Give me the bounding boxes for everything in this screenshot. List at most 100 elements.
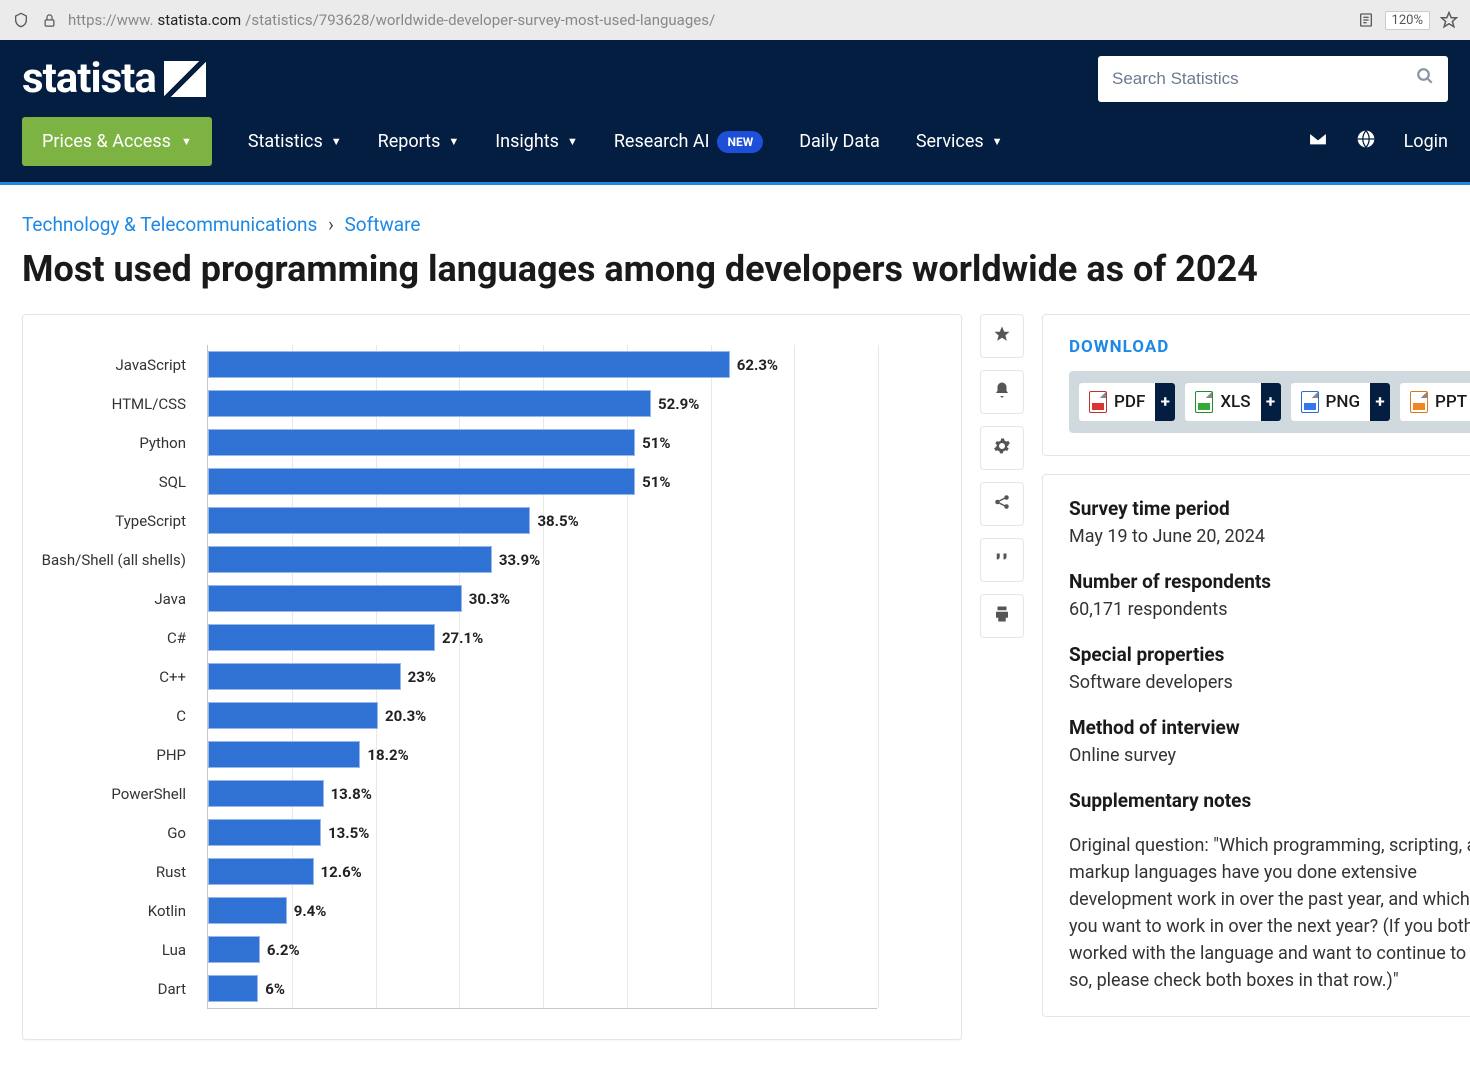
bar-label: TypeScript <box>38 512 198 530</box>
bar-row: Dart6% <box>208 969 877 1008</box>
prices-label: Prices & Access <box>42 131 171 152</box>
bar[interactable] <box>208 429 635 456</box>
nav-label: Statistics <box>248 131 323 152</box>
reader-icon[interactable] <box>1357 11 1375 29</box>
bar[interactable] <box>208 858 314 885</box>
site-header: statista Prices & Access ▼ Statistics▼Re… <box>0 40 1470 185</box>
bar-label: JavaScript <box>38 356 198 374</box>
nav-item-statistics[interactable]: Statistics▼ <box>248 131 342 152</box>
bar[interactable] <box>208 351 730 378</box>
caret-down-icon: ▼ <box>181 135 192 148</box>
download-card: DOWNLOAD PDF+XLS+PNG+PPT+ <box>1042 314 1470 456</box>
supplementary-text: Original question: "Which programming, s… <box>1069 832 1470 994</box>
download-ppt-button[interactable]: PPT+ <box>1400 383 1470 421</box>
search-icon[interactable] <box>1416 67 1434 90</box>
share-button[interactable] <box>980 482 1024 526</box>
caret-down-icon: ▼ <box>992 135 1003 148</box>
search-input[interactable] <box>1112 69 1416 89</box>
info-card: Survey time periodMay 19 to June 20, 202… <box>1042 474 1470 1017</box>
logo[interactable]: statista <box>22 54 206 103</box>
nav-item-daily-data[interactable]: Daily Data <box>799 131 880 152</box>
print-button[interactable] <box>980 594 1024 638</box>
bar[interactable] <box>208 936 260 963</box>
bar-value: 18.2% <box>367 746 408 764</box>
sidebar: DOWNLOAD PDF+XLS+PNG+PPT+ Survey time pe… <box>1042 314 1470 1017</box>
info-text: Software developers <box>1069 670 1470 696</box>
plus-icon: + <box>1155 383 1175 421</box>
info-block: Survey time periodMay 19 to June 20, 202… <box>1069 497 1470 550</box>
plus-icon: + <box>1370 383 1390 421</box>
login-link[interactable]: Login <box>1404 131 1448 152</box>
bar[interactable] <box>208 702 378 729</box>
download-label: XLS <box>1220 392 1250 412</box>
bar-label: C# <box>38 629 198 647</box>
info-heading: Survey time period <box>1069 497 1470 520</box>
new-badge: NEW <box>717 131 763 153</box>
info-heading: Special properties <box>1069 643 1470 666</box>
bar-label: Python <box>38 434 198 452</box>
bar-row: Kotlin9.4% <box>208 891 877 930</box>
prices-access-button[interactable]: Prices & Access ▼ <box>22 117 212 166</box>
bar-value: 9.4% <box>294 902 327 920</box>
bar-row: Java30.3% <box>208 579 877 618</box>
bar-value: 23% <box>408 668 436 686</box>
bar-value: 30.3% <box>469 590 510 608</box>
browser-address-bar: https://www.statista.com/statistics/7936… <box>0 0 1470 40</box>
bar[interactable] <box>208 624 435 651</box>
bar-label: HTML/CSS <box>38 395 198 413</box>
zoom-badge[interactable]: 120% <box>1385 11 1430 30</box>
bar[interactable] <box>208 546 492 573</box>
bar[interactable] <box>208 585 462 612</box>
download-label: PNG <box>1326 392 1361 412</box>
bar-value: 13.8% <box>331 785 372 803</box>
bar-row: JavaScript62.3% <box>208 345 877 384</box>
bar-row: PowerShell13.8% <box>208 774 877 813</box>
bar[interactable] <box>208 663 401 690</box>
chart-grid: JavaScript62.3%HTML/CSS52.9%Python51%SQL… <box>207 345 877 1009</box>
bar[interactable] <box>208 468 635 495</box>
bar[interactable] <box>208 741 360 768</box>
nav-item-reports[interactable]: Reports ▼ <box>378 131 460 152</box>
info-block: Number of respondents60,171 respondents <box>1069 570 1470 623</box>
bookmark-star-icon[interactable] <box>1440 11 1458 29</box>
bell-button[interactable] <box>980 370 1024 414</box>
lock-icon <box>40 11 58 29</box>
info-block: Method of interviewOnline survey <box>1069 716 1470 769</box>
bar[interactable] <box>208 975 258 1002</box>
nav-label: Daily Data <box>799 131 880 152</box>
bar[interactable] <box>208 819 321 846</box>
bar-value: 51% <box>642 434 670 452</box>
nav-item-insights[interactable]: Insights▼ <box>495 131 578 152</box>
download-png-button[interactable]: PNG + <box>1291 383 1391 421</box>
bar-row: Bash/Shell (all shells)33.9% <box>208 540 877 579</box>
bar-value: 12.6% <box>321 863 362 881</box>
nav-item-services[interactable]: Services▼ <box>916 131 1003 152</box>
nav-label: Insights <box>495 131 559 152</box>
bar-label: Go <box>38 824 198 842</box>
quote-button[interactable] <box>980 538 1024 582</box>
search-box[interactable] <box>1098 56 1448 102</box>
file-pdf-icon <box>1089 391 1107 413</box>
download-pdf-button[interactable]: PDF+ <box>1079 383 1175 421</box>
info-heading: Method of interview <box>1069 716 1470 739</box>
bar-row: C#27.1% <box>208 618 877 657</box>
bar[interactable] <box>208 390 651 417</box>
bar[interactable] <box>208 507 530 534</box>
star-button[interactable] <box>980 314 1024 358</box>
download-xls-button[interactable]: XLS+ <box>1185 383 1280 421</box>
bar[interactable] <box>208 897 287 924</box>
globe-icon[interactable] <box>1356 129 1376 154</box>
bar-value: 6% <box>265 980 285 998</box>
bar-value: 62.3% <box>737 356 778 374</box>
bar[interactable] <box>208 780 324 807</box>
gear-button[interactable] <box>980 426 1024 470</box>
quote-icon <box>993 549 1011 571</box>
mail-icon[interactable] <box>1308 131 1328 152</box>
breadcrumb-a[interactable]: Technology & Telecommunications <box>22 213 317 236</box>
breadcrumb-b[interactable]: Software <box>345 213 421 236</box>
bar-row: Go13.5% <box>208 813 877 852</box>
url-display[interactable]: https://www.statista.com/statistics/7936… <box>68 11 1347 29</box>
caret-down-icon: ▼ <box>448 135 459 148</box>
nav-label: Reports <box>378 131 441 152</box>
nav-item-research-ai[interactable]: Research AINEW <box>614 131 763 153</box>
